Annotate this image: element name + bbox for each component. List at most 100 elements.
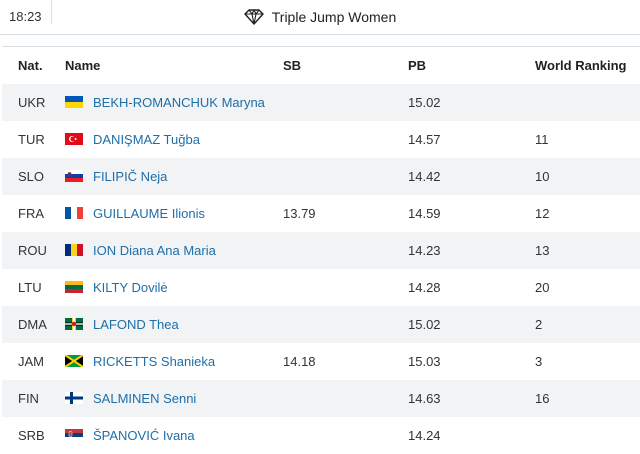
athlete-name-wrap: SALMINEN Senni [65, 391, 283, 406]
event-title-wrap: Triple Jump Women [0, 0, 640, 34]
nat-code: DMA [18, 316, 47, 332]
table-row: DMA LAFOND Thea 15.02 2 [2, 305, 640, 343]
personal-best: 15.03 [408, 353, 441, 369]
personal-best: 14.28 [408, 279, 441, 295]
col-header-sb: SB [283, 46, 408, 84]
table-header-row: Nat. Name SB PB World Ranking [2, 46, 640, 84]
table-row: TUR DANIŞMAZ Tuğba 14.57 11 [2, 120, 640, 158]
nat-code: SLO [18, 168, 45, 184]
world-ranking: 16 [535, 390, 550, 406]
col-header-world-ranking: World Ranking [535, 46, 640, 84]
athlete-cell: SALMINEN Senni [65, 380, 283, 417]
table-row: SLO FILIPIČ Neja 14.42 10 [2, 157, 640, 195]
athlete-name-link[interactable]: ION Diana Ana Maria [93, 242, 216, 258]
personal-best: 14.57 [408, 131, 441, 147]
athlete-name-wrap: KILTY Dovilė [65, 280, 283, 295]
athlete-cell: RICKETTS Shanieka [65, 343, 283, 380]
event-title: Triple Jump Women [271, 9, 397, 25]
world-ranking: 2 [535, 316, 543, 332]
athlete-name-wrap: FILIPIČ Neja [65, 169, 283, 184]
diamond-league-icon [244, 9, 264, 25]
nat-code: FRA [18, 205, 44, 221]
athlete-cell: ION Diana Ana Maria [65, 232, 283, 269]
season-best [283, 417, 408, 454]
table-row: SRB ŠPANOVIĆ Ivana 14.24 [2, 416, 640, 454]
season-best [283, 306, 408, 343]
athlete-name-wrap: RICKETTS Shanieka [65, 354, 283, 369]
nat-code: UKR [18, 94, 46, 110]
nat-code: TUR [18, 131, 45, 147]
athlete-name-link[interactable]: GUILLAUME Ilionis [93, 205, 205, 221]
serbia-flag [65, 429, 83, 441]
world-ranking: 10 [535, 168, 550, 184]
athlete-name-wrap: ION Diana Ana Maria [65, 243, 283, 258]
personal-best: 14.59 [408, 205, 441, 221]
athlete-name-link[interactable]: ŠPANOVIĆ Ivana [93, 427, 195, 443]
season-best [283, 84, 408, 121]
table-row: FIN SALMINEN Senni 14.63 16 [2, 379, 640, 417]
athlete-name-link[interactable]: DANIŞMAZ Tuğba [93, 131, 200, 147]
event-header: 18:23 Triple Jump Women [0, 0, 640, 35]
personal-best: 14.63 [408, 390, 441, 406]
athlete-name-link[interactable]: BEKH-ROMANCHUK Maryna [93, 94, 265, 110]
nat-code: JAM [18, 353, 44, 369]
world-ranking: 13 [535, 242, 550, 258]
athlete-name-wrap: GUILLAUME Ilionis [65, 206, 283, 221]
dominica-flag [65, 318, 83, 330]
season-best: 13.79 [283, 205, 316, 221]
france-flag [65, 207, 83, 219]
ukraine-flag [65, 96, 83, 108]
world-ranking: 3 [535, 353, 543, 369]
athlete-name-link[interactable]: FILIPIČ Neja [93, 168, 168, 184]
table-row: FRA GUILLAUME Ilionis 13.79 14.59 12 [2, 194, 640, 232]
athlete-cell: BEKH-ROMANCHUK Maryna [65, 84, 283, 121]
lithuania-flag [65, 281, 83, 293]
athlete-name-wrap: ŠPANOVIĆ Ivana [65, 428, 283, 443]
table-row: ROU ION Diana Ana Maria 14.23 13 [2, 231, 640, 269]
world-ranking: 11 [535, 131, 549, 147]
nat-code: LTU [18, 279, 42, 295]
turkey-flag [65, 133, 83, 145]
spacer [0, 35, 640, 46]
finland-flag [65, 392, 83, 404]
jamaica-flag [65, 355, 83, 367]
athlete-name-link[interactable]: SALMINEN Senni [93, 390, 197, 406]
col-header-pb: PB [408, 46, 535, 84]
personal-best: 15.02 [408, 94, 441, 110]
season-best: 14.18 [283, 353, 316, 369]
world-ranking: 12 [535, 205, 550, 221]
personal-best: 14.42 [408, 168, 441, 184]
athlete-cell: FILIPIČ Neja [65, 158, 283, 195]
athlete-cell: GUILLAUME Ilionis [65, 195, 283, 232]
athlete-cell: DANIŞMAZ Tuğba [65, 121, 283, 158]
season-best [283, 269, 408, 306]
world-ranking [535, 84, 640, 121]
athlete-cell: ŠPANOVIĆ Ivana [65, 417, 283, 454]
personal-best: 14.23 [408, 242, 441, 258]
table-row: UKR BEKH-ROMANCHUK Maryna 15.02 [2, 83, 640, 121]
nat-code: ROU [18, 242, 47, 258]
world-ranking [535, 417, 640, 454]
personal-best: 15.02 [408, 316, 441, 332]
table-row: JAM RICKETTS Shanieka 14.18 15.03 3 [2, 342, 640, 380]
personal-best: 14.24 [408, 427, 441, 443]
col-header-name: Name [65, 46, 283, 84]
event-time: 18:23 [9, 0, 52, 24]
athlete-name-link[interactable]: LAFOND Thea [93, 316, 179, 332]
athlete-name-link[interactable]: KILTY Dovilė [93, 279, 168, 295]
season-best [283, 121, 408, 158]
col-header-nat: Nat. [2, 46, 65, 84]
athlete-cell: LAFOND Thea [65, 306, 283, 343]
slovenia-flag [65, 170, 83, 182]
athlete-cell: KILTY Dovilė [65, 269, 283, 306]
romania-flag [65, 244, 83, 256]
athlete-name-link[interactable]: RICKETTS Shanieka [93, 353, 216, 369]
nat-code: SRB [18, 427, 45, 443]
nat-code: FIN [18, 390, 39, 406]
season-best [283, 380, 408, 417]
season-best [283, 158, 408, 195]
athlete-name-wrap: LAFOND Thea [65, 317, 283, 332]
start-list-table: Nat. Name SB PB World Ranking UKR BEKH-RO… [2, 46, 640, 454]
athlete-name-wrap: DANIŞMAZ Tuğba [65, 132, 283, 147]
world-ranking: 20 [535, 279, 550, 295]
